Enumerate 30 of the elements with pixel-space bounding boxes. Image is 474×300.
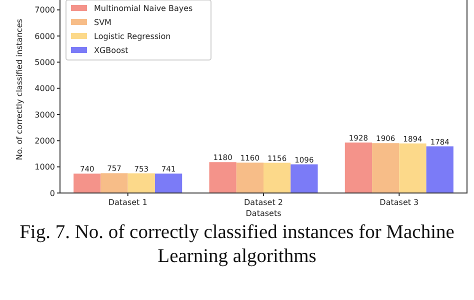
legend-label: XGBoost [94,46,128,55]
caption: Fig. 7. No. of correctly classified instances for Machine Learning algorithms [18,221,456,269]
y-tick-label: 1000 [34,162,55,172]
legend-label: Logistic Regression [94,32,171,41]
bar [100,173,128,193]
bar [154,174,182,193]
bar [209,162,236,193]
y-tick-label: 4000 [34,84,55,94]
y-tick-label: 6000 [34,32,55,41]
y-tick-label: 7000 [34,6,55,15]
x-axis-title: Datasets [246,209,282,218]
bar [236,162,264,193]
bar [264,162,291,193]
x-tick-label: Dataset 1 [108,198,148,207]
bar [128,173,155,193]
legend-label: SVM [94,18,112,27]
x-tick-label: Dataset 2 [244,198,283,207]
bar [344,142,372,193]
bar [399,143,426,193]
bar [372,143,400,193]
y-tick-label: 0 [50,188,55,198]
legend-label: Multinomial Naive Bayes [94,4,193,13]
y-tick-label: 3000 [34,110,55,120]
bar [426,146,454,193]
y-tick-label: 5000 [34,58,55,67]
x-tick-label: Dataset 3 [380,198,419,207]
y-axis-title: No. of correctly classified instances [15,18,24,160]
bar [74,174,101,193]
y-tick-label: 2000 [34,136,55,146]
bar [290,164,318,193]
